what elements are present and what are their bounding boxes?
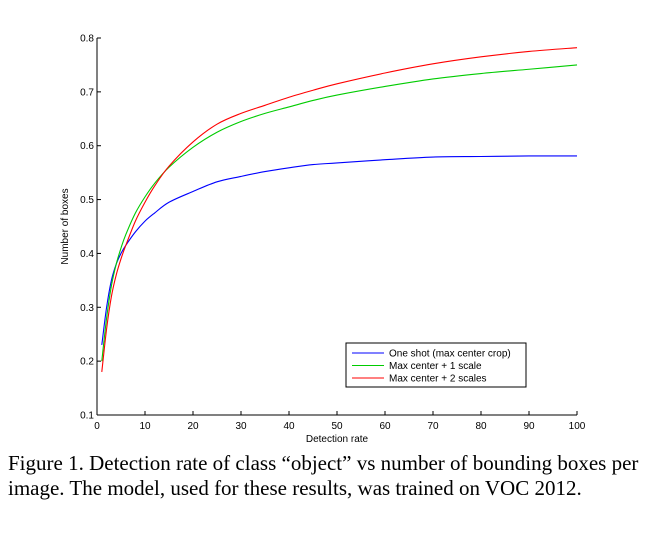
line-chart: 0 10 20 30 40 50 60 70 80 90 100 0.1 0.2 0.3 0.4 0.5 0.6… — [60, 34, 586, 446]
legend-label: Max center + 2 scales — [389, 374, 487, 385]
y-tick-label: 0.8 — [80, 34, 94, 45]
y-tick-label: 0.2 — [80, 357, 94, 368]
y-tick-label: 0.3 — [80, 303, 94, 314]
x-tick-label: 100 — [569, 421, 586, 432]
y-tick-label: 0.5 — [80, 195, 94, 206]
x-tick-label: 10 — [139, 421, 151, 432]
ticks-layer: 0 10 20 30 40 50 60 70 80 90 100 0.1 0.2 0.3 0.4 0.5 0.6… — [80, 34, 586, 433]
x-tick-label: 60 — [379, 421, 391, 432]
figure-caption: Figure 1. Detection rate of class “objec… — [8, 451, 639, 500]
x-tick-label: 0 — [94, 421, 100, 432]
y-tick-label: 0.7 — [80, 87, 94, 98]
series-line-2 — [101, 64, 578, 362]
series-layer — [101, 47, 578, 372]
x-tick-label: 80 — [475, 421, 487, 432]
x-axis-label: Detection rate — [306, 434, 369, 445]
y-tick-label: 0.6 — [80, 141, 94, 152]
x-tick-label: 90 — [523, 421, 535, 432]
legend-box — [345, 342, 527, 388]
x-tick-label: 40 — [283, 421, 295, 432]
x-tick-label: 30 — [235, 421, 247, 432]
y-tick-label: 0.4 — [80, 249, 94, 260]
series-line-1 — [101, 155, 578, 346]
series-line-3 — [101, 47, 578, 372]
legend-label: Max center + 1 scale — [389, 361, 482, 372]
x-tick-label: 50 — [331, 421, 343, 432]
x-tick-label: 70 — [427, 421, 439, 432]
y-axis-label: Number of boxes — [60, 188, 71, 264]
legend-label: One shot (max center crop) — [389, 349, 511, 360]
legend: One shot (max center crop)Max center + 1… — [345, 342, 527, 388]
x-tick-label: 20 — [187, 421, 199, 432]
y-tick-label: 0.1 — [80, 411, 94, 422]
